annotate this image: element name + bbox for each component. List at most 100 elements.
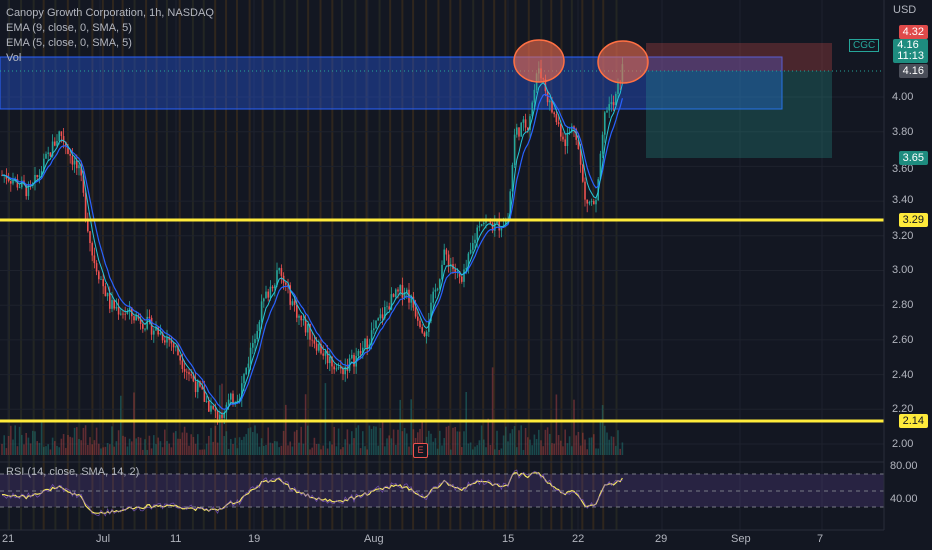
price-tick: 2.60: [892, 334, 914, 346]
currency-label: USD: [893, 4, 917, 16]
session-stripe: [602, 0, 605, 530]
candle-body: [617, 81, 619, 94]
volume-bar: [472, 449, 474, 455]
volume-bar: [148, 435, 151, 455]
stop-price-tag: 4.32: [898, 25, 928, 39]
candle-body: [465, 267, 467, 270]
candle-body: [126, 311, 129, 314]
volume-bar: [302, 443, 305, 455]
volume-bar: [80, 440, 82, 455]
volume-bar: [234, 437, 236, 455]
earnings-marker[interactable]: E: [413, 443, 428, 458]
session-stripe: [389, 0, 392, 530]
volume-bar: [289, 441, 291, 455]
volume-bar: [38, 442, 41, 455]
session-stripe: [482, 0, 485, 530]
candle-body: [73, 160, 76, 165]
volume-bar: [498, 449, 500, 455]
candle-body: [531, 102, 533, 117]
volume-bar: [238, 437, 241, 455]
volume-bar: [524, 427, 527, 455]
candle-body: [205, 400, 208, 402]
volume-bar: [51, 437, 54, 455]
volume-bar: [203, 449, 206, 455]
take-profit-zone[interactable]: [646, 71, 832, 158]
candle-body: [172, 343, 175, 348]
candle-body: [606, 110, 608, 113]
session-stripe: [540, 0, 543, 530]
candle-body: [18, 187, 21, 189]
volume-bar: [601, 405, 604, 455]
candle-body: [285, 282, 287, 285]
candle-body: [256, 331, 258, 340]
candle-body: [472, 243, 474, 250]
candle-body: [146, 316, 148, 329]
candle-body: [269, 286, 272, 298]
volume-bar: [309, 449, 311, 455]
volume-bar: [595, 448, 597, 455]
volume-bar: [395, 444, 397, 455]
candle-body: [232, 393, 234, 405]
volume-bar: [612, 436, 615, 455]
candle-body: [553, 112, 555, 115]
volume-bar: [533, 434, 536, 455]
volume-bar: [188, 445, 190, 455]
time-tick: 22: [572, 533, 585, 545]
volume-bar: [557, 435, 560, 455]
candle-body: [186, 371, 188, 373]
candle-body: [461, 276, 463, 282]
volume-bar: [227, 448, 230, 455]
resistance-zone[interactable]: [0, 56, 783, 110]
volume-bar: [210, 427, 212, 455]
candle-body: [584, 181, 586, 200]
ema-5-legend[interactable]: EMA (5, close, 0, SMA, 5): [6, 37, 132, 49]
candle-body: [335, 368, 338, 370]
candle-body: [291, 301, 294, 305]
volume-bar: [333, 426, 335, 455]
ticker-tag[interactable]: CGC: [849, 39, 880, 52]
candle-body: [494, 223, 496, 231]
volume-bar: [225, 431, 228, 455]
candle-body: [219, 414, 221, 419]
candle-body: [60, 131, 63, 137]
candle-body: [265, 291, 267, 299]
volume-bar: [461, 447, 463, 455]
volume-bar: [172, 432, 175, 455]
candle-body: [271, 286, 274, 289]
candle-body: [43, 158, 45, 172]
candle-body: [243, 374, 245, 384]
session-stripe: [202, 0, 205, 530]
volume-bar: [93, 440, 96, 455]
volume-bar: [16, 446, 19, 455]
candle-body: [320, 344, 322, 354]
top-marker-1[interactable]: [513, 39, 565, 83]
ema-9-legend[interactable]: EMA (9, close, 0, SMA, 5): [6, 22, 132, 34]
entry-price-tag: 4.16: [898, 64, 928, 78]
volume-bar: [274, 441, 276, 455]
volume-bar: [155, 443, 157, 455]
candle-body: [95, 263, 98, 272]
candle-body: [322, 353, 324, 356]
volume-bar: [34, 431, 36, 455]
volume-bar: [337, 428, 340, 455]
candle-body: [546, 91, 549, 103]
rsi-legend[interactable]: RSI (14, close, SMA, 14, 2): [6, 466, 140, 478]
session-stripe: [248, 0, 251, 530]
top-marker-2[interactable]: [597, 40, 649, 84]
candle-body: [113, 300, 115, 309]
volume-bar: [14, 425, 16, 455]
volume-bar: [71, 437, 74, 455]
volume-bar: [98, 443, 100, 455]
symbol-title[interactable]: Canopy Growth Corporation, 1h, NASDAQ: [6, 7, 214, 19]
volume-bar: [247, 428, 250, 455]
candle-body: [313, 340, 316, 344]
stop-loss-zone[interactable]: [646, 43, 832, 71]
volume-legend[interactable]: Vol: [6, 52, 22, 64]
volume-bar: [307, 425, 309, 455]
session-stripe: [32, 0, 35, 530]
volume-bar: [137, 436, 140, 455]
candle-body: [579, 149, 582, 165]
candle-body: [593, 201, 595, 205]
volume-bar: [326, 448, 329, 455]
